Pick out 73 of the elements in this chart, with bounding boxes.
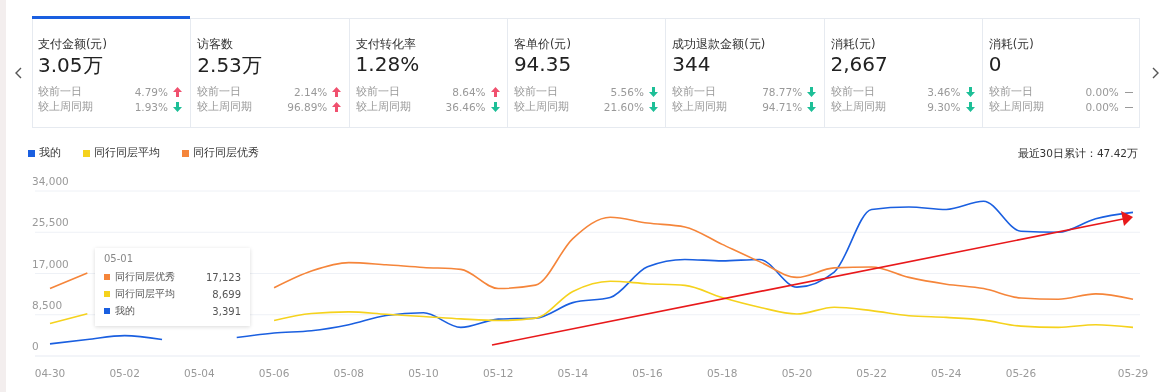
- text: 消耗(元): [988, 37, 1034, 52]
- category-label: 较前一日: [197, 85, 242, 99]
- category-label: 较上周同期: [830, 100, 886, 114]
- x-tick-label: 05-06: [258, 367, 290, 380]
- category-label: 较上周同期: [672, 100, 728, 114]
- annotation: 3,391: [212, 305, 241, 317]
- text: 0: [988, 52, 1002, 76]
- category-label: 较前一日: [988, 85, 1033, 99]
- x-tick-label: 05-29: [1117, 367, 1149, 380]
- x-tick-label: 05-20: [781, 367, 813, 380]
- text: 4.79%: [134, 85, 169, 99]
- y-tick-label: 25,500: [32, 216, 69, 229]
- text: 支付金额(元): [38, 37, 107, 52]
- legend-label: 我的: [39, 146, 61, 158]
- text: 成功退款金额(元): [672, 37, 766, 52]
- text: 8.64%: [452, 85, 487, 99]
- y-tick-label: 17,000: [32, 257, 69, 270]
- category-label: 较前一日: [38, 85, 82, 99]
- category-label: 较上周同期: [38, 100, 93, 114]
- text: 1.93%: [134, 100, 169, 114]
- x-tick-label: 05-04: [184, 367, 215, 380]
- text: 最近30日累计：47.42万: [1017, 147, 1138, 161]
- text: 3.46%: [927, 85, 962, 99]
- x-tick-label: 05-18: [706, 367, 738, 380]
- text: 1.28%: [355, 52, 420, 76]
- x-tick-label: 05-14: [557, 367, 589, 380]
- text: 96.89%: [287, 100, 329, 114]
- x-tick-label: 05-16: [632, 367, 664, 380]
- annotation: 我的: [114, 304, 135, 318]
- category-label: 较前一日: [513, 85, 558, 99]
- text: 344: [672, 52, 711, 76]
- x-tick-label: 05-02: [109, 367, 140, 380]
- text: 客单价(元): [513, 37, 571, 52]
- text: 21.60%: [603, 100, 645, 114]
- x-tick-label: 05-10: [408, 367, 439, 380]
- text: 5.56%: [610, 85, 645, 99]
- category-label: 较上周同期: [513, 100, 569, 114]
- category-label: 较上周同期: [988, 100, 1044, 114]
- x-tick-label: 05-08: [333, 367, 365, 380]
- category-label: 较前一日: [672, 85, 717, 99]
- text: 2,667: [830, 52, 888, 76]
- text: 2.14%: [293, 85, 329, 99]
- text: 消耗(元): [830, 37, 876, 52]
- text: 访客数: [197, 37, 234, 52]
- y-tick-label: 8,500: [32, 298, 63, 311]
- text: 3.05万: [38, 52, 103, 79]
- category-label: 较前一日: [355, 85, 400, 99]
- text: 78.77%: [762, 85, 804, 99]
- text: 94.35: [513, 52, 572, 76]
- text: 9.30%: [927, 100, 962, 114]
- text: 支付转化率: [355, 37, 416, 52]
- annotation: 同行同层平均: [114, 287, 175, 301]
- category-label: 较前一日: [830, 85, 875, 99]
- legend-label: 同行同层平均: [94, 146, 160, 158]
- x-tick-label: 04-30: [34, 367, 66, 380]
- x-tick-label: 05-24: [931, 367, 962, 380]
- category-label: 较上周同期: [355, 100, 411, 114]
- text: 2.53万: [197, 52, 262, 79]
- annotation: 同行同层优秀: [114, 270, 175, 284]
- text: 0.00%: [1085, 85, 1120, 99]
- annotation: 17,123: [206, 271, 241, 283]
- annotation: 05-01: [104, 253, 135, 264]
- x-tick-label: 05-12: [482, 367, 514, 380]
- text: 94.71%: [762, 100, 804, 114]
- legend-label: 同行同层优秀: [193, 146, 259, 158]
- y-tick-label: 0: [32, 340, 39, 352]
- category-label: 较上周同期: [197, 100, 253, 114]
- text: 36.46%: [445, 100, 487, 114]
- x-tick-label: 05-22: [856, 367, 887, 380]
- annotation: 8,699: [212, 288, 241, 300]
- x-tick-label: 05-26: [1005, 367, 1037, 380]
- text: 0.00%: [1085, 100, 1120, 114]
- y-tick-label: 34,000: [32, 175, 69, 187]
